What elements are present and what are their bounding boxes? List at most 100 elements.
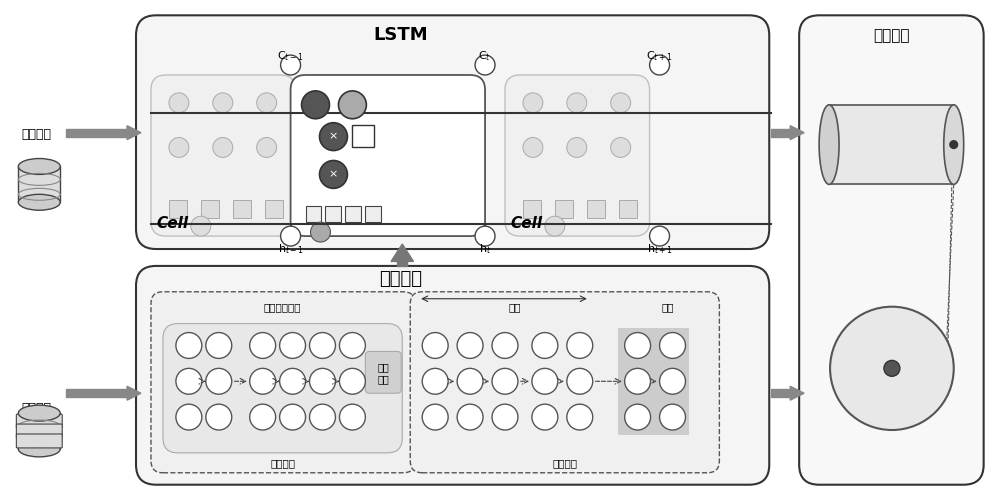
Circle shape xyxy=(250,368,276,394)
FancyBboxPatch shape xyxy=(136,15,769,249)
Bar xyxy=(829,105,954,184)
Text: 核温估计: 核温估计 xyxy=(874,28,910,43)
FancyBboxPatch shape xyxy=(151,75,296,236)
Circle shape xyxy=(625,404,651,430)
Text: C$_{t-1}$: C$_{t-1}$ xyxy=(277,49,304,63)
Circle shape xyxy=(206,368,232,394)
Circle shape xyxy=(611,138,631,157)
Circle shape xyxy=(257,93,277,113)
Circle shape xyxy=(257,138,277,157)
Bar xyxy=(352,124,374,147)
Circle shape xyxy=(475,226,495,246)
Bar xyxy=(66,129,127,137)
Text: Cell: Cell xyxy=(511,216,543,231)
Circle shape xyxy=(206,333,232,358)
Ellipse shape xyxy=(944,105,964,184)
Polygon shape xyxy=(127,125,141,140)
Text: h$_{t-1}$: h$_{t-1}$ xyxy=(278,242,304,256)
Circle shape xyxy=(280,333,306,358)
FancyBboxPatch shape xyxy=(151,292,415,473)
Bar xyxy=(365,206,381,222)
Bar xyxy=(587,200,605,218)
FancyBboxPatch shape xyxy=(16,424,62,438)
Bar xyxy=(619,200,637,218)
Circle shape xyxy=(280,404,306,430)
Circle shape xyxy=(457,404,483,430)
Bar xyxy=(169,200,187,218)
Bar xyxy=(523,200,541,218)
Circle shape xyxy=(492,368,518,394)
Circle shape xyxy=(320,160,347,188)
FancyBboxPatch shape xyxy=(505,75,650,236)
FancyBboxPatch shape xyxy=(799,15,984,485)
Text: ×: × xyxy=(329,169,338,179)
Circle shape xyxy=(191,216,211,236)
Text: 迁移
学习: 迁移 学习 xyxy=(377,362,389,384)
Circle shape xyxy=(830,307,954,430)
Circle shape xyxy=(422,404,448,430)
Circle shape xyxy=(169,93,189,113)
Circle shape xyxy=(532,333,558,358)
Circle shape xyxy=(650,226,670,246)
Text: 冻结: 冻结 xyxy=(509,302,521,311)
Ellipse shape xyxy=(18,195,60,210)
Polygon shape xyxy=(790,125,804,140)
Circle shape xyxy=(176,333,202,358)
Circle shape xyxy=(457,368,483,394)
Circle shape xyxy=(884,360,900,376)
Circle shape xyxy=(950,141,958,149)
Polygon shape xyxy=(391,244,413,262)
Circle shape xyxy=(650,55,670,75)
Circle shape xyxy=(310,404,335,430)
Circle shape xyxy=(492,333,518,358)
Circle shape xyxy=(176,404,202,430)
Circle shape xyxy=(660,333,685,358)
FancyBboxPatch shape xyxy=(291,75,485,236)
Circle shape xyxy=(567,93,587,113)
Circle shape xyxy=(281,226,301,246)
FancyBboxPatch shape xyxy=(163,324,402,453)
Bar xyxy=(265,200,283,218)
FancyBboxPatch shape xyxy=(16,434,62,448)
Circle shape xyxy=(339,368,365,394)
Circle shape xyxy=(611,93,631,113)
Circle shape xyxy=(302,91,329,119)
Bar xyxy=(345,206,361,222)
Circle shape xyxy=(625,333,651,358)
FancyBboxPatch shape xyxy=(365,351,401,393)
Circle shape xyxy=(660,404,685,430)
Circle shape xyxy=(311,222,330,242)
Circle shape xyxy=(475,55,495,75)
Circle shape xyxy=(213,93,233,113)
Ellipse shape xyxy=(18,441,60,457)
Circle shape xyxy=(280,368,306,394)
Text: 历史数据: 历史数据 xyxy=(21,128,51,141)
Polygon shape xyxy=(790,386,804,400)
FancyBboxPatch shape xyxy=(136,266,769,485)
Circle shape xyxy=(422,368,448,394)
Text: 目标模型: 目标模型 xyxy=(552,458,577,468)
Circle shape xyxy=(422,333,448,358)
Bar xyxy=(397,262,407,266)
FancyBboxPatch shape xyxy=(16,414,62,428)
Circle shape xyxy=(545,216,565,236)
Text: h$_t$: h$_t$ xyxy=(479,242,491,256)
Bar xyxy=(18,413,60,449)
Text: C$_{t+1}$: C$_{t+1}$ xyxy=(646,49,673,63)
Circle shape xyxy=(567,333,593,358)
Circle shape xyxy=(338,91,366,119)
Circle shape xyxy=(310,368,335,394)
Ellipse shape xyxy=(18,405,60,421)
Text: C$_t$: C$_t$ xyxy=(478,49,492,63)
Text: Cell: Cell xyxy=(157,216,189,231)
Circle shape xyxy=(532,368,558,394)
Circle shape xyxy=(250,404,276,430)
Bar xyxy=(325,206,341,222)
Circle shape xyxy=(320,122,347,151)
Bar xyxy=(233,200,251,218)
Circle shape xyxy=(206,404,232,430)
Circle shape xyxy=(567,138,587,157)
Text: LSTM: LSTM xyxy=(373,26,428,44)
Bar xyxy=(66,389,127,397)
Polygon shape xyxy=(127,386,141,400)
